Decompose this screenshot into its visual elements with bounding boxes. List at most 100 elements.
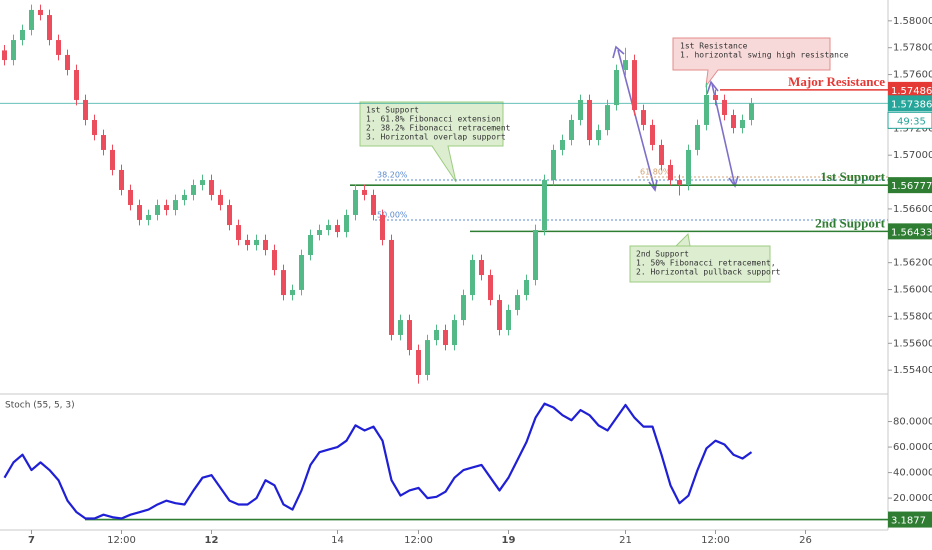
candle-body bbox=[227, 205, 232, 226]
candle-body bbox=[659, 144, 664, 165]
candle-body bbox=[281, 270, 286, 296]
candle-body bbox=[128, 189, 133, 206]
candle-body bbox=[74, 70, 79, 100]
candle-body bbox=[443, 329, 448, 346]
y-tick-label: 1.55800 bbox=[893, 311, 932, 322]
candle-body bbox=[245, 239, 250, 246]
y-tick-label: 1.55400 bbox=[893, 365, 932, 376]
candle-body bbox=[749, 103, 754, 120]
callout-box bbox=[359, 101, 504, 183]
candle-body bbox=[533, 230, 538, 281]
candle-body bbox=[299, 255, 304, 290]
candle-body bbox=[506, 309, 511, 330]
candle-body bbox=[353, 189, 358, 215]
candle-body bbox=[155, 205, 160, 215]
candle-body bbox=[731, 115, 736, 129]
candle-body bbox=[335, 225, 340, 233]
candle-body bbox=[38, 9, 43, 16]
timer: 49:35 bbox=[897, 116, 926, 127]
candle-body bbox=[164, 205, 169, 211]
candle-body bbox=[119, 169, 124, 190]
candle-body bbox=[425, 340, 430, 375]
candle-body bbox=[407, 320, 412, 351]
candle-body bbox=[614, 70, 619, 106]
y-tick-label: 1.56000 bbox=[893, 285, 932, 296]
candle-body bbox=[515, 295, 520, 310]
candle-body bbox=[488, 275, 493, 301]
candle-body bbox=[101, 135, 106, 150]
level-tag: 1.56433 bbox=[891, 227, 932, 238]
arrow-head bbox=[706, 80, 719, 95]
candle-body bbox=[668, 164, 673, 181]
level-tag: 1.56777 bbox=[891, 181, 932, 192]
candle-body bbox=[254, 239, 259, 246]
candle-body bbox=[470, 259, 475, 296]
x-tick-label: 21 bbox=[619, 535, 632, 546]
candle-body bbox=[326, 225, 331, 231]
callout-text: 1. horizontal swing high resistance bbox=[680, 51, 849, 60]
candle-body bbox=[632, 60, 637, 111]
y-tick-label: 1.57600 bbox=[893, 70, 932, 81]
candle-body bbox=[272, 250, 277, 271]
arrow bbox=[617, 49, 656, 191]
candle-body bbox=[524, 280, 529, 296]
callout-box bbox=[629, 232, 771, 283]
candle-body bbox=[713, 94, 718, 100]
y-tick-label: 1.57800 bbox=[893, 43, 932, 54]
callout-text: 1. 50% Fibonacci retracement, bbox=[636, 259, 776, 268]
candle-body bbox=[686, 149, 691, 186]
y-tick-label: 1.57000 bbox=[893, 150, 932, 161]
candle-body bbox=[551, 149, 556, 181]
candle-body bbox=[191, 185, 196, 195]
fib-label: 50.00% bbox=[377, 210, 408, 219]
candle-body bbox=[722, 99, 727, 116]
x-tick-label: 12:00 bbox=[404, 535, 433, 546]
x-tick-label: 14 bbox=[331, 535, 344, 546]
candle-body bbox=[371, 194, 376, 215]
callout-text: 2. Horizontal pullback support bbox=[636, 268, 781, 277]
candle-body bbox=[569, 119, 574, 141]
candle-body bbox=[704, 94, 709, 125]
candle-body bbox=[596, 130, 601, 141]
candle-body bbox=[398, 320, 403, 335]
arrow-head bbox=[612, 45, 625, 59]
callout-text: 3. Horizontal overlap support bbox=[366, 133, 506, 142]
fib-label: 61.80% bbox=[640, 167, 671, 176]
candle-body bbox=[110, 149, 115, 170]
candle-body bbox=[11, 40, 16, 61]
candle-body bbox=[344, 214, 349, 233]
candle-body bbox=[173, 200, 178, 211]
indicator-title: Stoch (55, 5, 3) bbox=[5, 401, 75, 411]
candle-body bbox=[317, 230, 322, 235]
candle-body bbox=[20, 29, 25, 41]
callout-text: 2. 38.2% Fibonacci retracement bbox=[366, 124, 511, 133]
candle-body bbox=[641, 110, 646, 125]
candle-body bbox=[182, 194, 187, 201]
y-tick-label: 1.56600 bbox=[893, 204, 932, 215]
candle-body bbox=[2, 50, 7, 61]
candle-body bbox=[461, 295, 466, 321]
level-label: 1st Support bbox=[820, 169, 885, 184]
x-tick-label: 7 bbox=[28, 535, 35, 546]
x-tick-label: 19 bbox=[502, 535, 516, 546]
level-tag-bg bbox=[888, 223, 932, 240]
price-tag: 1.57386 bbox=[891, 99, 932, 110]
candle-body bbox=[137, 205, 142, 220]
y-tick-label: 80.0000 bbox=[893, 417, 932, 428]
candle-body bbox=[650, 124, 655, 145]
candle-body bbox=[605, 105, 610, 131]
candle-body bbox=[263, 239, 268, 251]
x-tick-label: 12 bbox=[205, 535, 219, 546]
candle-body bbox=[578, 99, 583, 120]
candle-body bbox=[416, 350, 421, 375]
candle-body bbox=[308, 234, 313, 256]
callout-text: 1st Support bbox=[366, 106, 419, 115]
y-tick-label: 20.0000 bbox=[893, 493, 932, 504]
candle-body bbox=[542, 180, 547, 231]
level-label: Major Resistance bbox=[788, 74, 885, 89]
callout-text: 1. 61.8% Fibonacci extension bbox=[366, 115, 501, 124]
candle-body bbox=[560, 140, 565, 150]
x-tick-label: 12:00 bbox=[701, 535, 730, 546]
candle-body bbox=[146, 214, 151, 220]
